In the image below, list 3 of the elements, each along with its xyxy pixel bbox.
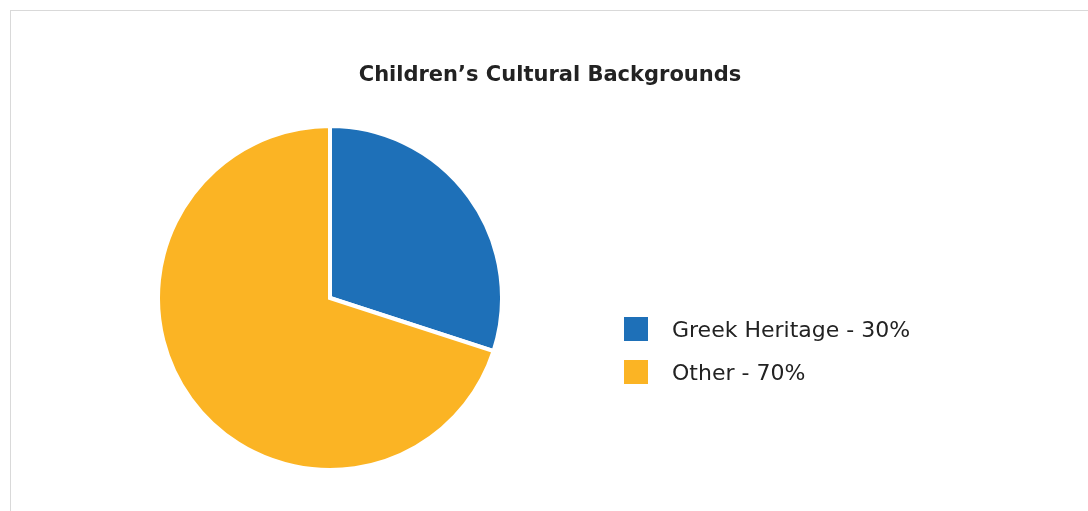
chart-title: Children’s Cultural Backgrounds [358, 62, 742, 86]
legend-label: Greek Heritage - 30% [672, 317, 911, 342]
legend-label: Other - 70% [672, 360, 806, 385]
